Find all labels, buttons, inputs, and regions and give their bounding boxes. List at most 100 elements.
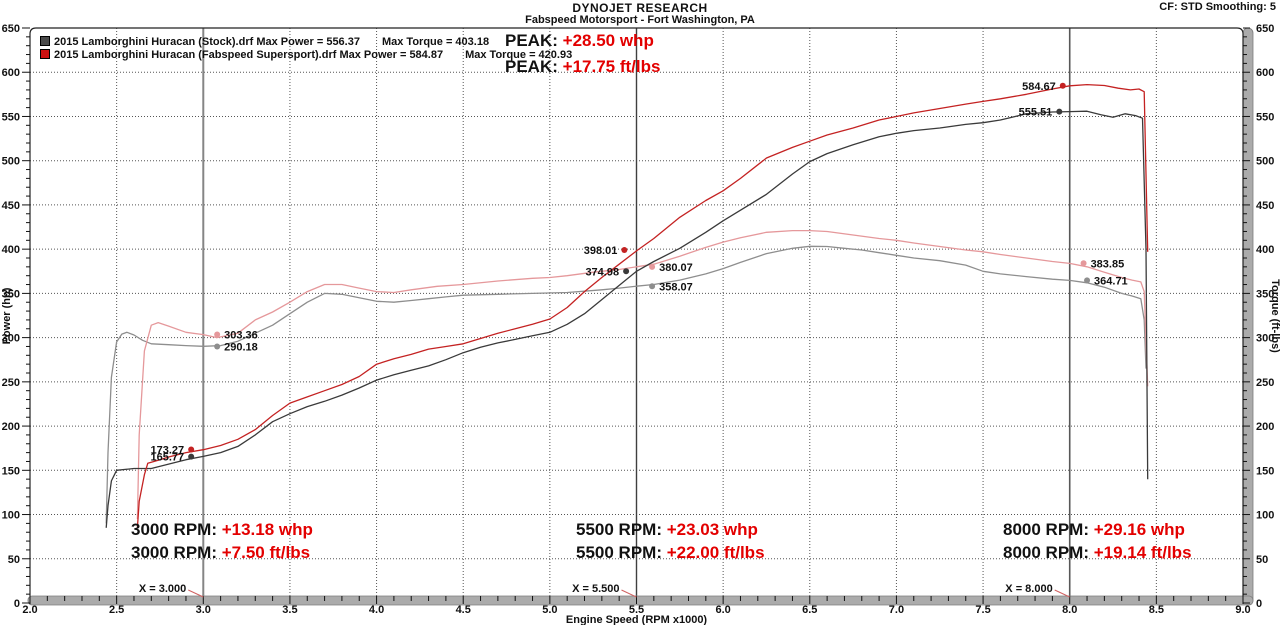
svg-text:6.5: 6.5 (802, 604, 817, 616)
svg-text:650: 650 (1256, 23, 1274, 35)
svg-text:0: 0 (14, 598, 20, 610)
report-title: DYNOJET RESEARCH (572, 1, 708, 15)
data-point-marker[interactable] (1080, 260, 1087, 267)
torque-axis-title: Torque (ft-lbs) (1269, 279, 1280, 353)
data-point-marker[interactable] (188, 446, 195, 453)
data-point-marker[interactable] (1059, 82, 1066, 89)
correction-settings: CF: STD Smoothing: 5 (1159, 1, 1276, 13)
svg-text:5.5: 5.5 (629, 604, 644, 616)
legend: 2015 Lamborghini Huracan (Stock).drf Max… (40, 36, 572, 62)
data-point-value: 303.36 (224, 330, 258, 342)
cursor-x-label: X = 3.000 (139, 583, 186, 595)
svg-text:50: 50 (8, 554, 20, 566)
report-subtitle: Fabspeed Motorsport - Fort Washington, P… (525, 14, 755, 26)
svg-text:100: 100 (2, 510, 20, 522)
axis-tick-labels: 0 0 50 50 100 100 150 150 200 200 250 250 300 300 350 3… (2, 23, 1275, 616)
svg-text:4.5: 4.5 (456, 604, 471, 616)
gain-torque-line: 3000 RPM: +7.50 ft/lbs (131, 543, 311, 562)
stock-torque-curve (105, 245, 1147, 524)
data-point-marker[interactable] (623, 268, 630, 275)
data-point-value: 173.27 (150, 445, 184, 457)
svg-text:500: 500 (1256, 156, 1274, 168)
data-point-marker[interactable] (649, 263, 656, 270)
svg-text:7.0: 7.0 (889, 604, 904, 616)
svg-text:550: 550 (2, 111, 20, 123)
data-point-value: 358.07 (659, 281, 693, 293)
gain-whp-line: 5500 RPM: +23.03 whp (576, 520, 758, 539)
legend-max-torque: Max Torque = 420.93 (465, 49, 573, 61)
data-point-marker[interactable] (214, 331, 221, 338)
gain-torque-line: 5500 RPM: +22.00 ft/lbs (576, 543, 765, 562)
svg-text:300: 300 (2, 333, 20, 345)
cursor-label-connector (621, 589, 637, 598)
data-point-marker[interactable] (214, 343, 221, 350)
cursor-x-label: X = 5.500 (572, 583, 619, 595)
peak-gain-annotation: PEAK: +28.50 whp PEAK: +17.75 ft/lbs (505, 28, 660, 80)
svg-text:600: 600 (2, 67, 20, 79)
legend-label: 2015 Lamborghini Huracan (Stock).drf Max… (54, 36, 360, 48)
gain-torque-line: 8000 RPM: +19.14 ft/lbs (1003, 543, 1192, 562)
plot-frame (27, 27, 1254, 606)
svg-text:100: 100 (1256, 510, 1274, 522)
data-point-marker[interactable] (1084, 277, 1091, 284)
svg-text:650: 650 (2, 23, 20, 35)
power-axis-title: Power (hp) (1, 287, 13, 344)
legend-item-stock[interactable]: 2015 Lamborghini Huracan (Stock).drf Max… (40, 36, 572, 49)
svg-text:200: 200 (2, 421, 20, 433)
svg-text:150: 150 (1256, 465, 1274, 477)
svg-text:6.0: 6.0 (715, 604, 730, 616)
svg-text:500: 500 (2, 156, 20, 168)
dyno-curves (105, 83, 1149, 528)
data-point-value: 290.18 (224, 341, 258, 353)
svg-text:3.0: 3.0 (196, 604, 211, 616)
legend-label: 2015 Lamborghini Huracan (Fabspeed Super… (54, 49, 444, 61)
data-point-value: 364.71 (1094, 275, 1128, 287)
svg-text:50: 50 (1256, 554, 1268, 566)
svg-text:3.5: 3.5 (282, 604, 297, 616)
cursor-lines (202, 28, 1071, 596)
peak-whp-line: PEAK: +28.50 whp (505, 31, 654, 50)
data-point-value: 398.01 (584, 245, 618, 257)
data-point-marker[interactable] (621, 247, 628, 254)
gain-whp-line: 8000 RPM: +29.16 whp (1003, 520, 1185, 539)
svg-text:8.5: 8.5 (1149, 604, 1164, 616)
peak-torque-line: PEAK: +17.75 ft/lbs (505, 57, 661, 76)
gain-annotation-3000rpm: 3000 RPM: +13.18 whp 3000 RPM: +7.50 ft/… (131, 518, 313, 564)
svg-text:150: 150 (2, 465, 20, 477)
svg-text:450: 450 (1256, 200, 1274, 212)
fabspeed-torque-curve (136, 229, 1149, 520)
svg-text:5.0: 5.0 (542, 604, 557, 616)
svg-text:200: 200 (1256, 421, 1274, 433)
gain-whp-line: 3000 RPM: +13.18 whp (131, 520, 313, 539)
data-point-marker[interactable] (188, 453, 195, 460)
legend-item-fabspeed[interactable]: 2015 Lamborghini Huracan (Fabspeed Super… (40, 49, 572, 62)
svg-text:8.0: 8.0 (1062, 604, 1077, 616)
svg-text:350: 350 (1256, 288, 1274, 300)
data-point-marker[interactable] (649, 283, 656, 290)
svg-text:550: 550 (1256, 111, 1274, 123)
cursor-label-connector (1054, 589, 1070, 598)
data-point-marker[interactable] (1056, 108, 1063, 115)
svg-text:400: 400 (1256, 244, 1274, 256)
svg-text:9.0: 9.0 (1235, 604, 1250, 616)
svg-text:7.5: 7.5 (975, 604, 990, 616)
data-point-value: 374.98 (585, 266, 619, 278)
data-point-value: 380.07 (659, 262, 693, 274)
data-point-value: 555.51 (1019, 107, 1053, 119)
svg-text:350: 350 (2, 288, 20, 300)
cursor-x-label: X = 8.000 (1005, 583, 1052, 595)
legend-max-torque: Max Torque = 403.18 (381, 36, 490, 48)
svg-text:400: 400 (2, 244, 20, 256)
axis-ticks (22, 27, 1250, 604)
svg-text:4.0: 4.0 (369, 604, 384, 616)
svg-text:250: 250 (1256, 377, 1274, 389)
data-point-value: 383.85 (1091, 258, 1125, 270)
rpm-axis-title: Engine Speed (RPM x1000) (566, 614, 708, 625)
fabspeed-swatch-icon (40, 49, 50, 59)
svg-text:450: 450 (2, 200, 20, 212)
svg-text:0: 0 (1256, 598, 1262, 610)
data-point-value: 165.77 (150, 452, 184, 464)
